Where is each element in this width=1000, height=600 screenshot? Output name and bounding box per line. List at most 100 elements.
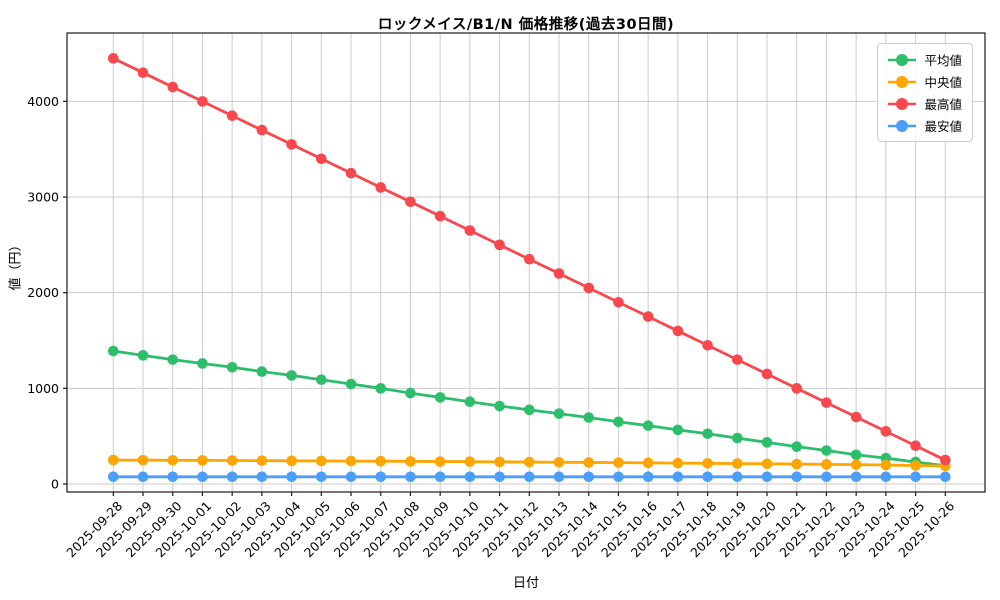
y-tick-label: 3000 — [27, 190, 59, 205]
line-dot-marker-icon — [888, 75, 917, 88]
series-max-point — [642, 311, 654, 322]
series-max-point — [524, 253, 535, 265]
series-average-point — [791, 441, 803, 452]
series-min-point — [940, 471, 951, 483]
series-max-point — [286, 139, 297, 150]
legend: 平均値 中央値 最高値 最安値 — [877, 43, 973, 142]
series-min-point — [405, 471, 416, 483]
series-min-point — [672, 471, 684, 483]
series-average-point — [167, 354, 179, 365]
y-axis: 0 1000 2000 3000 4000 — [27, 94, 67, 491]
series-max-point — [850, 411, 862, 423]
series-max-point — [821, 397, 832, 408]
series-median-point — [642, 457, 654, 469]
series-median-point — [732, 458, 743, 469]
series-median-point — [761, 458, 773, 470]
series-average-point — [672, 424, 684, 436]
series-median-point — [880, 459, 892, 471]
series-median-point — [405, 456, 416, 467]
series-min-point — [108, 471, 119, 483]
series-average-point — [316, 374, 327, 386]
series-median-point — [672, 457, 684, 469]
axes-spines — [66, 32, 986, 493]
y-tick-label: 1000 — [27, 381, 59, 396]
series-max-point — [880, 426, 892, 437]
series-average-point — [702, 428, 713, 440]
series-average-point — [494, 400, 505, 412]
series-min-point — [880, 471, 892, 483]
series-min-point — [167, 471, 179, 483]
series-max-point — [910, 440, 921, 452]
series-median-point — [494, 456, 505, 468]
series-max-point — [108, 53, 119, 64]
series-min-point — [375, 471, 387, 483]
series-median-point — [197, 455, 208, 466]
series-median-point — [108, 454, 119, 466]
series-median-point — [345, 455, 357, 467]
x-axis-label: 日付 — [512, 576, 539, 591]
legend-item-average: 平均値 — [887, 51, 962, 68]
line-dot-marker-icon — [888, 97, 917, 110]
legend-item-max: 最高値 — [887, 95, 962, 112]
series-min-point — [553, 471, 565, 483]
series-average — [108, 345, 951, 472]
legend-label-min: 最安値 — [924, 119, 962, 134]
series-min-point — [286, 471, 297, 483]
series-average-point — [613, 416, 624, 428]
series-median-point — [553, 456, 565, 468]
series-max-point — [702, 339, 713, 351]
series-median-point — [583, 457, 595, 468]
series-max-point — [226, 110, 238, 122]
series-average-point — [256, 366, 268, 377]
series-median — [108, 454, 951, 472]
series-min-point — [464, 471, 476, 483]
series-median-point — [434, 456, 446, 467]
series-max-point — [316, 153, 327, 165]
series-min-point — [197, 471, 208, 483]
series-min-point — [761, 471, 773, 483]
series-average-point — [405, 387, 416, 399]
series-max — [108, 53, 951, 466]
legend-label-max: 最高値 — [924, 97, 962, 112]
series-median-point — [613, 457, 624, 468]
series-max-point — [672, 325, 684, 337]
series-min-point — [732, 471, 743, 483]
legend-label-average: 平均値 — [924, 53, 962, 68]
series-max-point — [464, 225, 476, 236]
legend-item-median: 中央値 — [887, 73, 962, 90]
series-average-point — [286, 370, 297, 381]
series-min — [108, 471, 951, 483]
series-min-point — [791, 471, 803, 483]
series-median-point — [137, 454, 149, 466]
series-max-point — [405, 196, 416, 208]
y-tick-label: 2000 — [27, 285, 59, 300]
series-average-point — [375, 383, 387, 394]
series-average-point — [821, 445, 832, 456]
series-median-point — [375, 455, 387, 467]
grid-lines — [67, 33, 985, 492]
series-median-point — [702, 458, 713, 469]
series-median-point — [524, 456, 535, 468]
series-min-point — [821, 471, 832, 483]
series-max-point — [167, 81, 179, 93]
series-min-point — [702, 471, 713, 483]
series-max-point — [137, 67, 149, 78]
legend-item-min: 最安値 — [887, 117, 962, 134]
series-max-point — [197, 96, 208, 107]
series-median-point — [464, 456, 476, 467]
series-min-point — [226, 471, 238, 483]
series-min-point — [434, 471, 446, 483]
series-min-point — [642, 471, 654, 483]
series-min-point — [494, 471, 505, 483]
series-max-point — [553, 268, 565, 279]
series-average-point — [553, 408, 565, 419]
series-median-point — [167, 454, 179, 466]
series-average-point — [345, 378, 357, 390]
x-axis: 2025-09-282025-09-292025-09-302025-10-01… — [63, 492, 957, 560]
series-max-point — [256, 124, 268, 136]
series-min-point — [583, 471, 595, 483]
chart-title: ロックメイス/B1/N 価格推移(過去30日間) — [377, 17, 675, 33]
y-tick-label: 4000 — [27, 94, 59, 109]
